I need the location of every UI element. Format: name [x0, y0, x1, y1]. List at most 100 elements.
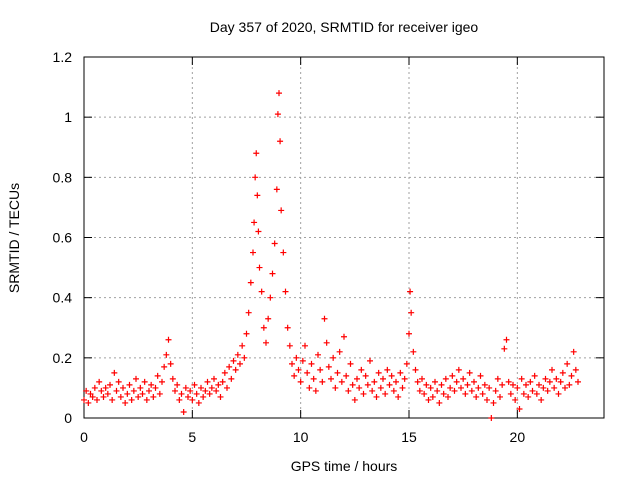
data-point — [445, 393, 451, 400]
data-point — [406, 330, 412, 337]
data-point — [401, 375, 408, 382]
data-point — [419, 375, 425, 382]
data-point — [523, 381, 529, 388]
data-point — [234, 351, 241, 358]
data-point — [449, 372, 456, 379]
data-point — [163, 351, 170, 358]
data-point — [310, 375, 317, 382]
data-point — [354, 375, 360, 382]
data-point — [202, 387, 209, 394]
data-point — [204, 378, 211, 385]
data-point — [393, 378, 399, 385]
y-tick-label: 0.8 — [53, 169, 73, 185]
data-point — [135, 393, 142, 400]
data-point — [126, 381, 133, 388]
data-point — [280, 249, 287, 256]
data-point — [551, 384, 558, 391]
data-point — [375, 369, 382, 376]
data-point — [122, 399, 129, 406]
data-point — [564, 360, 571, 367]
data-point — [388, 372, 395, 379]
data-point — [546, 378, 553, 385]
data-point — [321, 315, 328, 322]
data-point — [271, 240, 278, 247]
data-point — [386, 381, 393, 388]
data-point — [484, 396, 490, 403]
data-point — [377, 384, 384, 391]
y-tick-label: 0.4 — [53, 290, 73, 306]
data-point — [167, 360, 174, 367]
data-point — [529, 387, 536, 394]
data-point — [159, 378, 165, 385]
data-point — [282, 288, 289, 295]
data-point — [277, 138, 284, 145]
data-point — [221, 369, 228, 376]
data-point — [494, 375, 501, 382]
data-point — [466, 369, 473, 376]
data-point — [213, 387, 220, 394]
data-point — [479, 390, 486, 397]
data-point — [373, 393, 380, 400]
data-point — [215, 381, 222, 388]
data-point — [527, 378, 534, 385]
data-point — [570, 348, 577, 355]
data-point — [414, 378, 421, 385]
data-point — [312, 387, 319, 394]
data-point — [258, 288, 265, 295]
x-tick-label: 15 — [401, 429, 417, 445]
data-point — [562, 384, 568, 391]
data-point — [274, 111, 281, 118]
data-point — [559, 369, 566, 376]
data-point — [351, 396, 358, 403]
data-point — [85, 399, 92, 406]
data-point — [503, 336, 510, 343]
data-point — [128, 396, 135, 403]
data-point — [245, 309, 252, 316]
data-point — [146, 387, 152, 394]
data-point — [98, 387, 105, 394]
data-point — [410, 348, 417, 355]
data-point — [286, 342, 293, 349]
data-point — [458, 384, 464, 391]
data-point — [137, 384, 144, 391]
data-point — [432, 378, 438, 385]
data-point — [407, 288, 414, 295]
data-point — [343, 372, 350, 379]
data-point — [544, 387, 551, 394]
data-point — [239, 342, 246, 349]
data-point — [195, 399, 202, 406]
data-point — [304, 369, 311, 376]
data-point — [226, 363, 233, 370]
data-point — [575, 378, 581, 385]
data-point — [187, 387, 194, 394]
data-point — [455, 366, 462, 373]
data-point — [241, 354, 248, 361]
data-point — [382, 390, 389, 397]
data-point — [451, 387, 458, 394]
data-point — [536, 381, 542, 388]
data-point — [253, 150, 260, 157]
data-point — [91, 384, 98, 391]
data-point — [83, 387, 90, 394]
data-point — [367, 357, 373, 364]
data-point — [256, 264, 263, 271]
data-point — [540, 384, 547, 391]
data-point — [89, 393, 96, 400]
data-point — [336, 348, 343, 355]
data-point — [299, 357, 306, 364]
data-point — [176, 396, 183, 403]
data-point — [429, 393, 436, 400]
data-point — [273, 186, 280, 193]
data-point — [230, 357, 237, 364]
data-point — [453, 378, 460, 385]
grid — [84, 57, 604, 418]
data-point — [117, 393, 124, 400]
data-point — [180, 408, 187, 415]
data-point — [308, 360, 315, 367]
data-point — [113, 387, 120, 394]
data-point — [501, 345, 508, 352]
data-point — [217, 393, 224, 400]
data-point — [397, 369, 404, 376]
data-point — [219, 378, 226, 385]
data-point — [133, 375, 139, 382]
